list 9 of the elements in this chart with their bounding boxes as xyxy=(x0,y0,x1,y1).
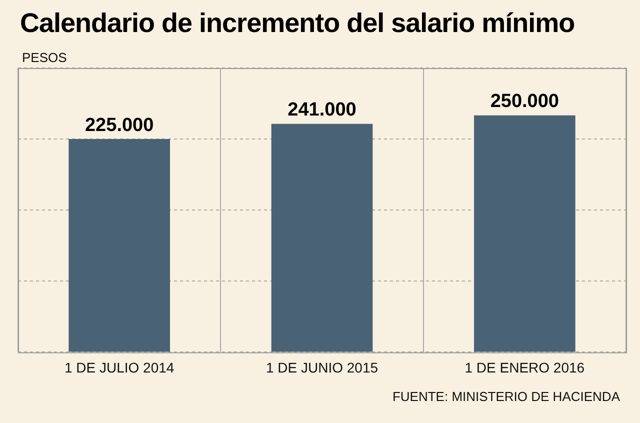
chart-subtitle: PESOS xyxy=(22,50,67,65)
x-tick-label: 1 DE JUNIO 2015 xyxy=(266,359,378,376)
data-label: 250.000 xyxy=(490,91,560,112)
x-tick-label: 1 DE ENERO 2016 xyxy=(464,359,585,376)
data-label: 225.000 xyxy=(84,114,154,136)
x-tick-label: 1 DE JULIO 2014 xyxy=(64,359,174,376)
source-note: FUENTE: MINISTERIO DE HACIENDA xyxy=(392,389,620,404)
data-label: 241.000 xyxy=(288,100,356,121)
chart-title: Calendario de incremento del salario mínimo xyxy=(20,8,575,39)
